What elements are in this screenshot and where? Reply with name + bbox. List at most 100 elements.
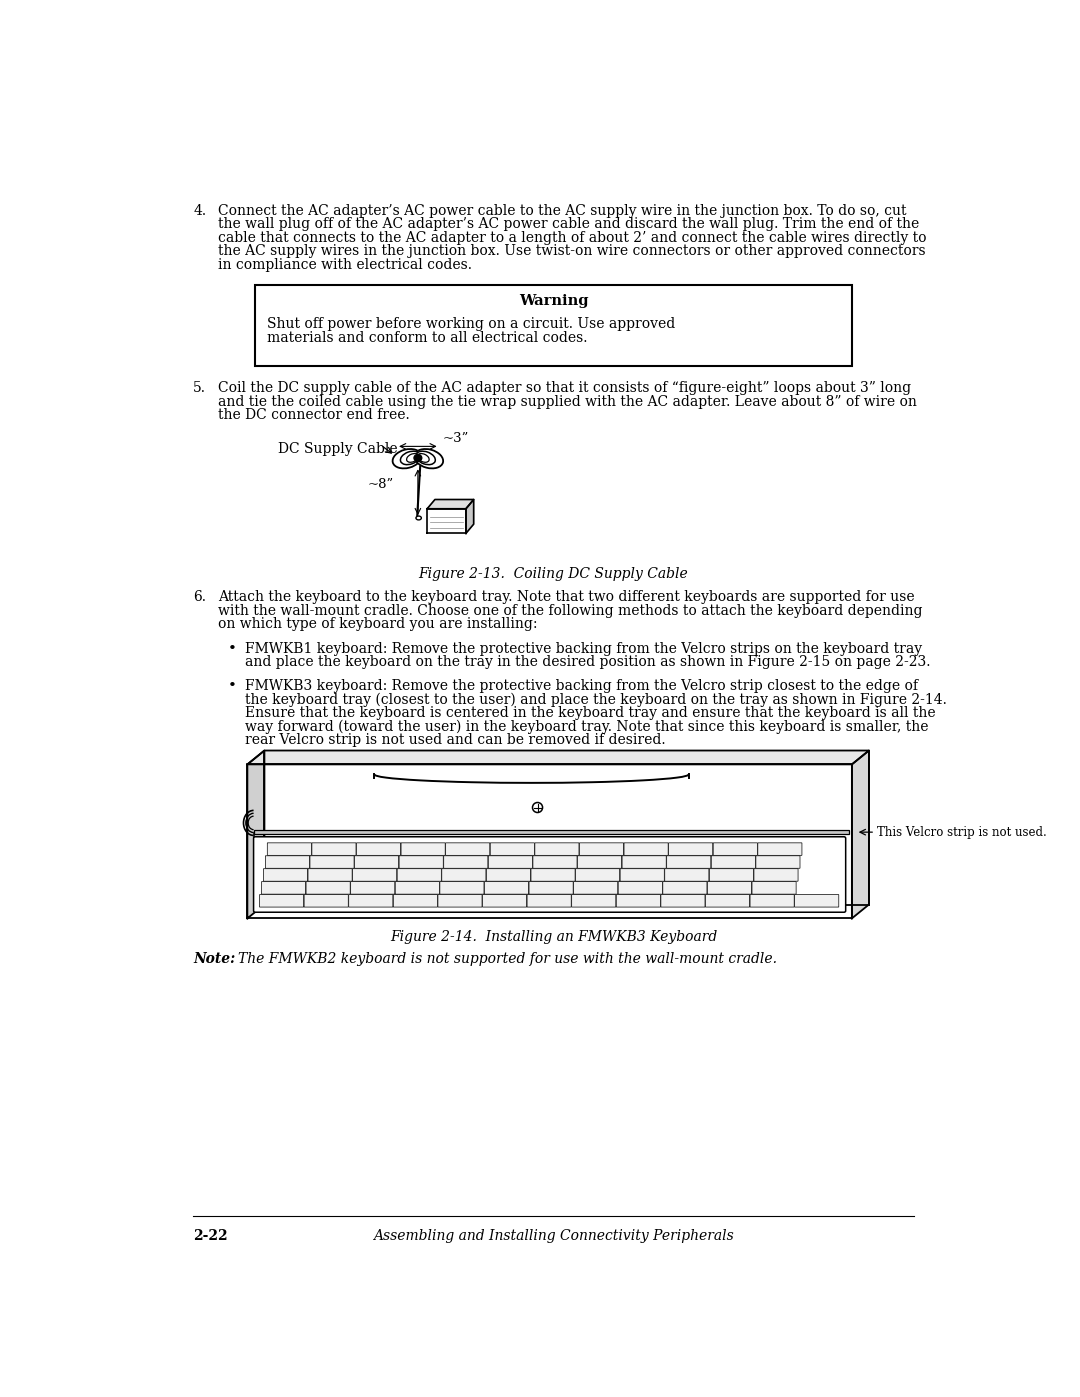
- Polygon shape: [247, 750, 869, 764]
- FancyBboxPatch shape: [393, 894, 437, 907]
- Text: Note:: Note:: [193, 951, 235, 965]
- FancyBboxPatch shape: [351, 882, 395, 894]
- FancyBboxPatch shape: [349, 894, 393, 907]
- FancyBboxPatch shape: [400, 856, 443, 869]
- Text: Attach the keyboard to the keyboard tray. Note that two different keyboards are : Attach the keyboard to the keyboard tray…: [218, 591, 915, 605]
- FancyBboxPatch shape: [356, 842, 401, 855]
- FancyBboxPatch shape: [352, 869, 396, 882]
- FancyBboxPatch shape: [488, 856, 532, 869]
- Text: in compliance with electrical codes.: in compliance with electrical codes.: [218, 257, 472, 272]
- FancyBboxPatch shape: [442, 869, 486, 882]
- FancyBboxPatch shape: [306, 882, 350, 894]
- Text: the wall plug off of the AC adapter’s AC power cable and discard the wall plug. : the wall plug off of the AC adapter’s AC…: [218, 218, 919, 232]
- Text: Warning: Warning: [518, 295, 589, 309]
- Text: way forward (toward the user) in the keyboard tray. Note that since this keyboar: way forward (toward the user) in the key…: [245, 719, 929, 733]
- FancyBboxPatch shape: [483, 894, 527, 907]
- FancyBboxPatch shape: [665, 869, 708, 882]
- Text: rear Velcro strip is not used and can be removed if desired.: rear Velcro strip is not used and can be…: [245, 733, 665, 747]
- FancyBboxPatch shape: [580, 842, 623, 855]
- Ellipse shape: [418, 454, 429, 462]
- Text: with the wall-mount cradle. Choose one of the following methods to attach the ke: with the wall-mount cradle. Choose one o…: [218, 604, 922, 617]
- Ellipse shape: [415, 448, 443, 468]
- Text: The FMWKB2 keyboard is not supported for use with the wall-mount cradle.: The FMWKB2 keyboard is not supported for…: [238, 951, 778, 965]
- Text: •: •: [228, 679, 237, 693]
- FancyBboxPatch shape: [267, 842, 311, 855]
- FancyBboxPatch shape: [669, 842, 713, 855]
- Text: 2-22: 2-22: [193, 1229, 228, 1243]
- FancyBboxPatch shape: [437, 894, 482, 907]
- FancyBboxPatch shape: [444, 856, 488, 869]
- FancyBboxPatch shape: [535, 842, 579, 855]
- Polygon shape: [428, 509, 465, 534]
- Text: cable that connects to the AC adapter to a length of about 2’ and connect the ca: cable that connects to the AC adapter to…: [218, 231, 927, 244]
- Text: Shut off power before working on a circuit. Use approved: Shut off power before working on a circu…: [267, 317, 675, 331]
- Circle shape: [532, 802, 542, 813]
- FancyBboxPatch shape: [576, 869, 620, 882]
- Ellipse shape: [416, 451, 435, 465]
- Text: the keyboard tray (closest to the user) and place the keyboard on the tray as sh: the keyboard tray (closest to the user) …: [245, 693, 947, 707]
- Text: ~3”: ~3”: [443, 432, 469, 444]
- FancyBboxPatch shape: [254, 830, 849, 834]
- FancyBboxPatch shape: [754, 869, 798, 882]
- Text: 4.: 4.: [193, 204, 206, 218]
- FancyBboxPatch shape: [618, 882, 662, 894]
- Ellipse shape: [401, 451, 420, 465]
- FancyBboxPatch shape: [312, 842, 356, 855]
- FancyBboxPatch shape: [395, 882, 440, 894]
- FancyBboxPatch shape: [310, 856, 354, 869]
- FancyBboxPatch shape: [354, 856, 399, 869]
- Text: Coil the DC supply cable of the AC adapter so that it consists of “figure-eight”: Coil the DC supply cable of the AC adapt…: [218, 381, 912, 395]
- FancyBboxPatch shape: [622, 856, 666, 869]
- Text: and tie the coiled cable using the tie wrap supplied with the AC adapter. Leave : and tie the coiled cable using the tie w…: [218, 395, 917, 409]
- Polygon shape: [852, 750, 869, 918]
- FancyBboxPatch shape: [305, 894, 348, 907]
- FancyBboxPatch shape: [259, 894, 303, 907]
- Text: Figure 2-14.  Installing an FMWKB3 Keyboard: Figure 2-14. Installing an FMWKB3 Keyboa…: [390, 930, 717, 944]
- Text: materials and conform to all electrical codes.: materials and conform to all electrical …: [267, 331, 588, 345]
- FancyBboxPatch shape: [485, 882, 528, 894]
- Text: the DC connector end free.: the DC connector end free.: [218, 408, 409, 422]
- FancyBboxPatch shape: [308, 869, 352, 882]
- FancyBboxPatch shape: [440, 882, 484, 894]
- FancyBboxPatch shape: [266, 856, 310, 869]
- FancyBboxPatch shape: [713, 842, 757, 855]
- FancyBboxPatch shape: [666, 856, 711, 869]
- Text: FMWKB1 keyboard: Remove the protective backing from the Velcro strips on the key: FMWKB1 keyboard: Remove the protective b…: [245, 641, 922, 655]
- Ellipse shape: [414, 454, 422, 461]
- Text: Figure 2-13.  Coiling DC Supply Cable: Figure 2-13. Coiling DC Supply Cable: [419, 567, 688, 581]
- Text: Ensure that the keyboard is centered in the keyboard tray and ensure that the ke: Ensure that the keyboard is centered in …: [245, 707, 935, 721]
- FancyBboxPatch shape: [661, 894, 705, 907]
- Text: Connect the AC adapter’s AC power cable to the AC supply wire in the junction bo: Connect the AC adapter’s AC power cable …: [218, 204, 906, 218]
- FancyBboxPatch shape: [401, 842, 445, 855]
- Text: on which type of keyboard you are installing:: on which type of keyboard you are instal…: [218, 617, 538, 631]
- FancyBboxPatch shape: [707, 882, 752, 894]
- FancyBboxPatch shape: [750, 894, 794, 907]
- FancyBboxPatch shape: [486, 869, 530, 882]
- FancyBboxPatch shape: [663, 882, 707, 894]
- FancyBboxPatch shape: [573, 882, 618, 894]
- Text: ~8”: ~8”: [367, 478, 394, 490]
- Text: •: •: [228, 641, 237, 655]
- Text: DC Supply Cable: DC Supply Cable: [279, 441, 399, 455]
- Text: and place the keyboard on the tray in the desired position as shown in Figure 2-: and place the keyboard on the tray in th…: [245, 655, 931, 669]
- FancyBboxPatch shape: [397, 869, 442, 882]
- Text: FMWKB3 keyboard: Remove the protective backing from the Velcro strip closest to : FMWKB3 keyboard: Remove the protective b…: [245, 679, 918, 693]
- FancyBboxPatch shape: [446, 842, 490, 855]
- FancyBboxPatch shape: [531, 869, 575, 882]
- Text: This Velcro strip is not used.: This Velcro strip is not used.: [877, 826, 1047, 838]
- Text: the AC supply wires in the junction box. Use twist-on wire connectors or other a: the AC supply wires in the junction box.…: [218, 244, 926, 258]
- Ellipse shape: [406, 454, 418, 462]
- Polygon shape: [247, 750, 265, 918]
- FancyBboxPatch shape: [756, 856, 800, 869]
- Ellipse shape: [393, 448, 421, 468]
- FancyBboxPatch shape: [758, 842, 802, 855]
- FancyBboxPatch shape: [617, 894, 660, 907]
- FancyBboxPatch shape: [254, 837, 846, 912]
- FancyBboxPatch shape: [261, 882, 306, 894]
- Text: 6.: 6.: [193, 591, 206, 605]
- Text: Assembling and Installing Connectivity Peripherals: Assembling and Installing Connectivity P…: [373, 1229, 734, 1243]
- FancyBboxPatch shape: [527, 894, 571, 907]
- FancyBboxPatch shape: [752, 882, 796, 894]
- FancyBboxPatch shape: [532, 856, 577, 869]
- FancyBboxPatch shape: [620, 869, 664, 882]
